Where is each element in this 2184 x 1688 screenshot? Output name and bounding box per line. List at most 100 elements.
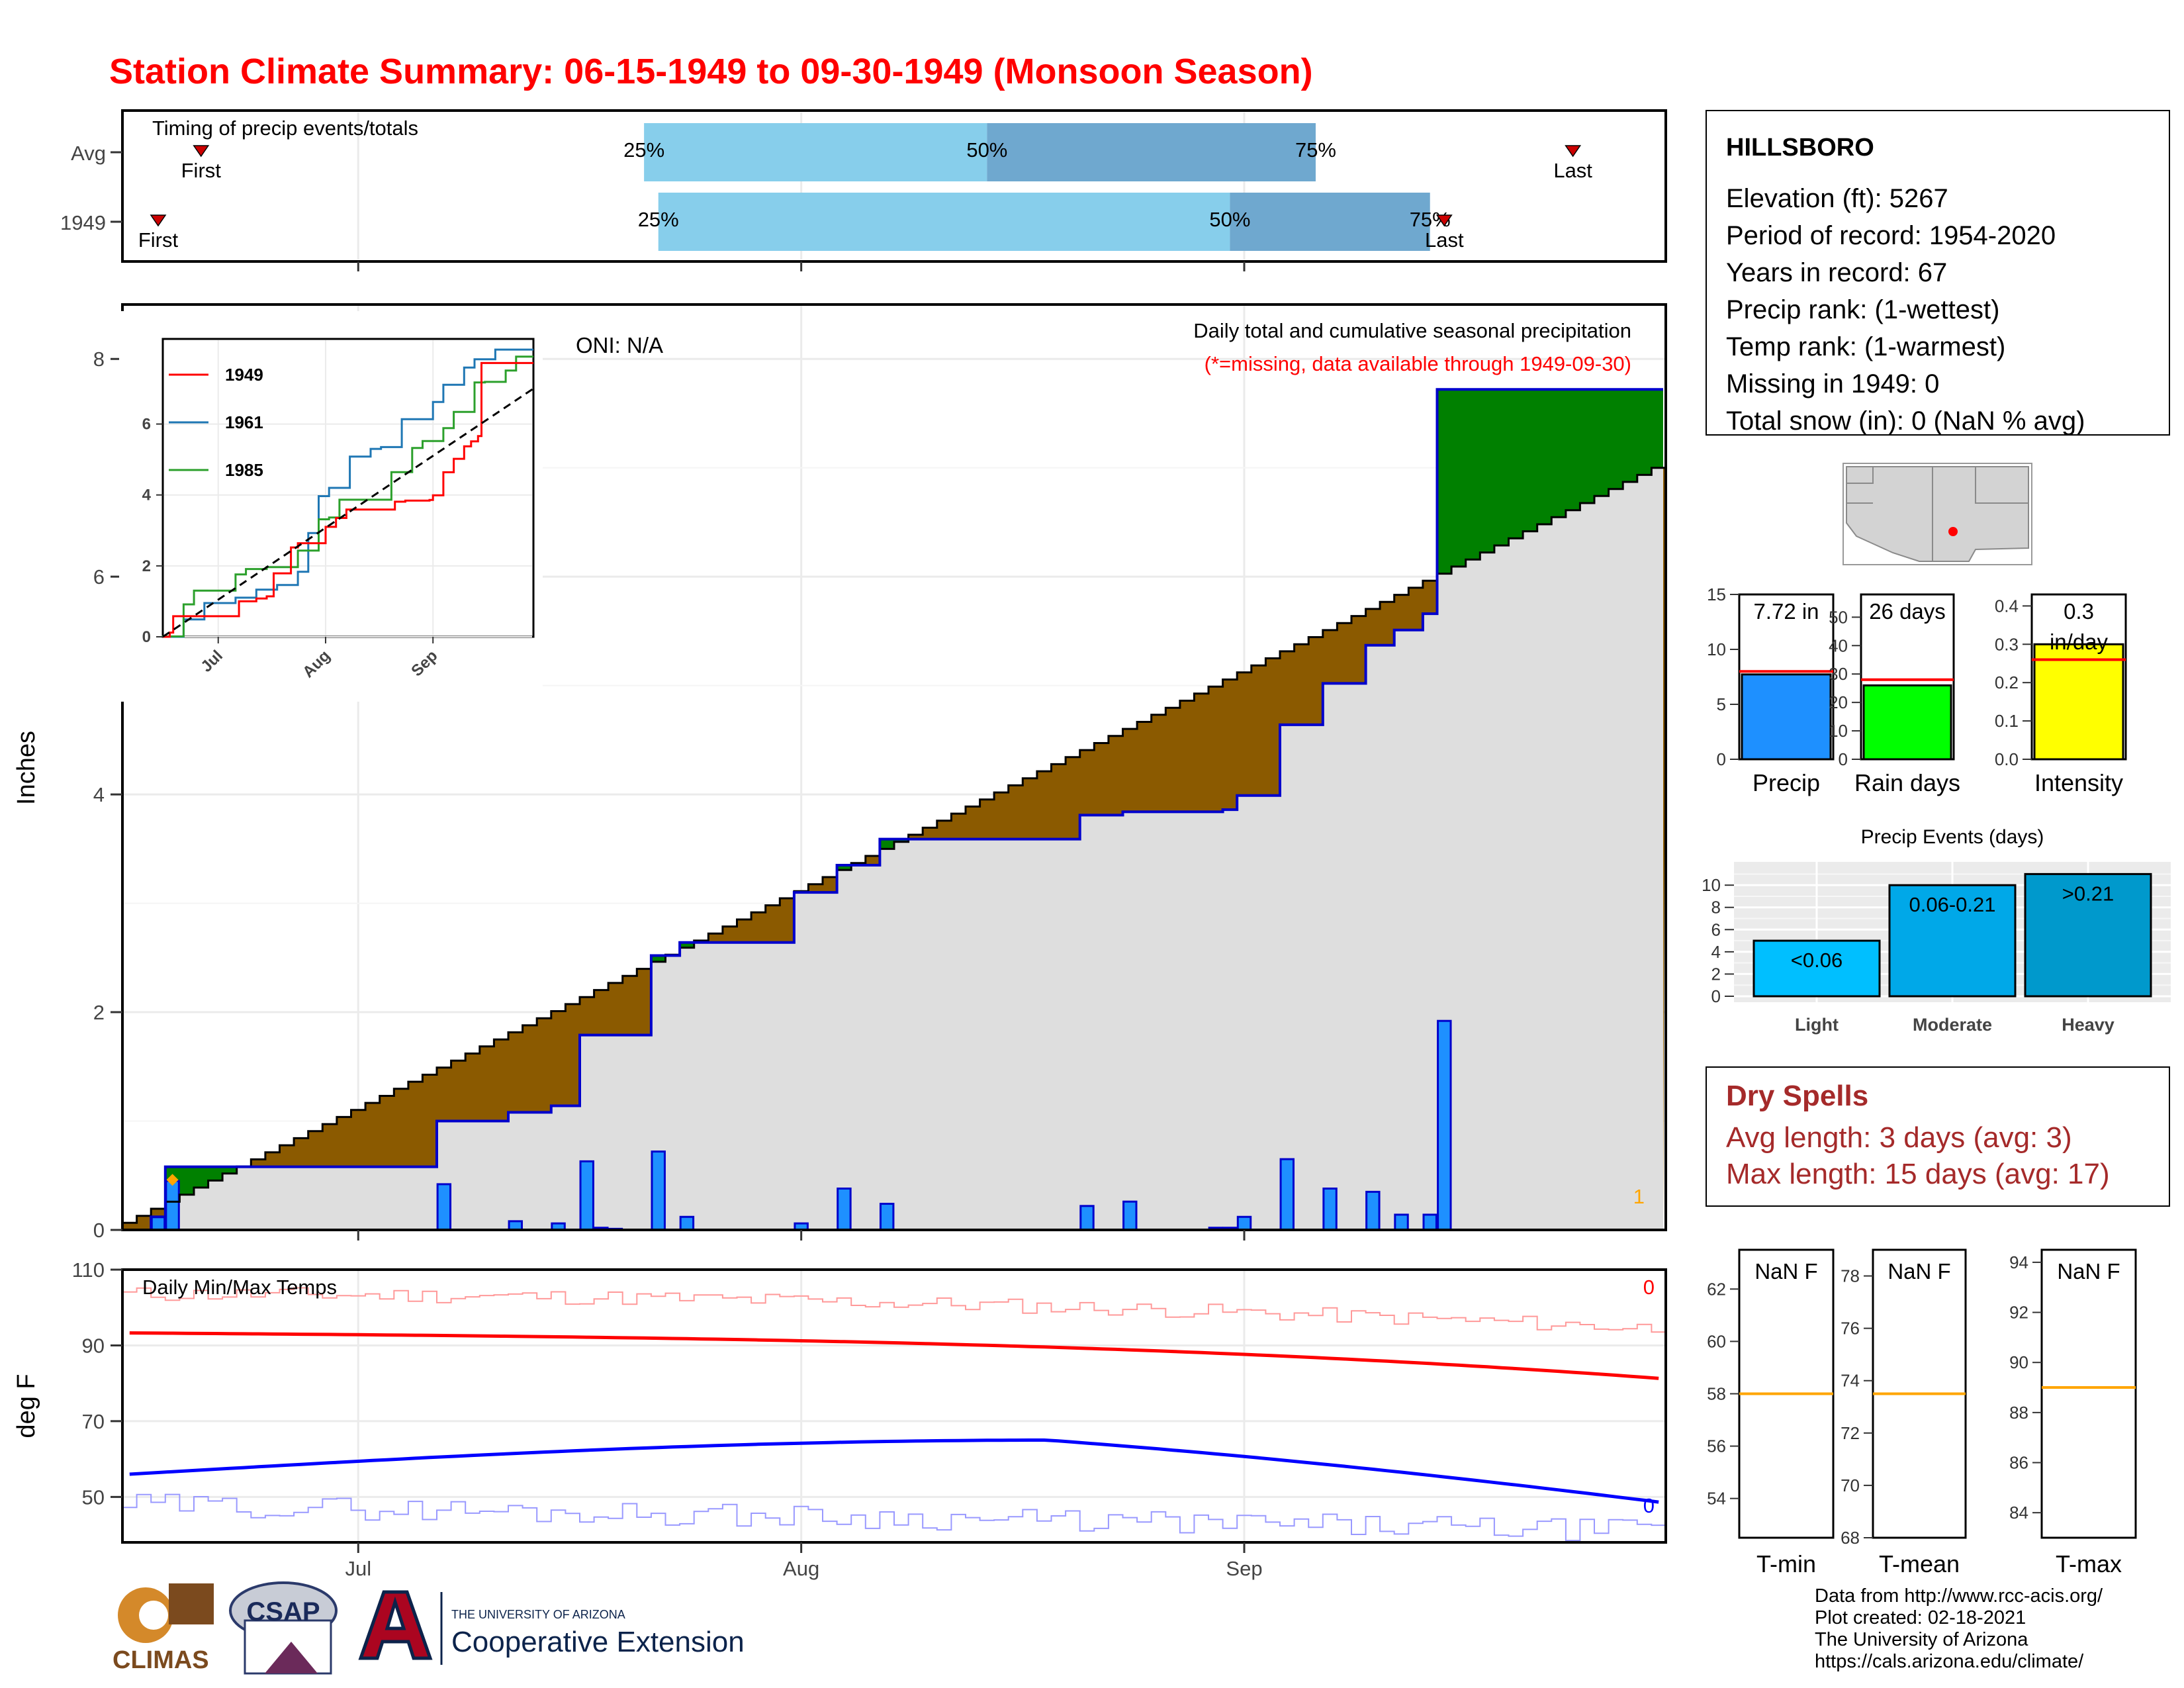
timing-p25-label: 25% xyxy=(638,208,679,231)
daily-precip-bar xyxy=(1437,1019,1452,1231)
precip-ytick-label: 4 xyxy=(93,783,105,806)
events-category-label: Moderate xyxy=(1913,1015,1992,1035)
precip-events-chart: Precip Events (days) <0.06 Light 0.06-0.21… xyxy=(1702,826,2171,1035)
last-event-label: Last xyxy=(1553,159,1592,182)
summary-bar-ytick-label: 0.3 xyxy=(1995,634,2019,654)
temperature-boxes: 54 56 58 60 62 NaN F T-min 68 70 72 74 76 78 NaN F T-m… xyxy=(1707,1248,2137,1577)
summary-bar xyxy=(2033,643,2124,761)
location-map xyxy=(1843,463,2032,565)
ua-logo-small-text: THE UNIVERSITY OF ARIZONA xyxy=(451,1608,625,1621)
inset-series-1949 xyxy=(163,361,533,638)
summary-bar-ytick-label: 0.2 xyxy=(1995,673,2019,692)
climas-logo-block xyxy=(169,1583,214,1624)
daily-precip-bar xyxy=(150,1215,166,1231)
summary-bar-ytick-label: 0 xyxy=(1717,749,1726,769)
events-bar-label: 0.06-0.21 xyxy=(1909,893,1996,916)
temp-box-ytick-label: 54 xyxy=(1707,1489,1726,1509)
credit-line-2: Plot created: 02-18-2021 xyxy=(1815,1607,2026,1628)
events-bar xyxy=(1752,939,1881,998)
summary-bar-ytick-label: 15 xyxy=(1707,585,1726,604)
station-elevation: Elevation (ft): 5267 xyxy=(1726,184,1948,213)
timing-row-label-avg: Avg xyxy=(71,142,106,165)
timing-p25-label: 25% xyxy=(623,138,664,162)
events-category-label: Heavy xyxy=(2062,1015,2115,1035)
first-event-label: First xyxy=(181,159,222,182)
summary-bar xyxy=(1862,684,1952,761)
events-ytick-label: 8 xyxy=(1711,898,1721,917)
temp-box-ytick-label: 60 xyxy=(1707,1331,1726,1351)
summary-bar-ytick-label: 30 xyxy=(1829,664,1848,684)
temp-box-ytick-label: 68 xyxy=(1841,1528,1860,1548)
summary-bar-ytick-label: 0.4 xyxy=(1995,596,2019,616)
summary-bar-ytick-label: 10 xyxy=(1829,721,1848,741)
temp-ytick-label: 90 xyxy=(82,1334,105,1357)
map-states xyxy=(1846,466,2029,562)
precip-ytick-label: 8 xyxy=(93,348,105,371)
climas-logo[interactable]: CLIMAS xyxy=(113,1583,214,1674)
average-cumulative-area xyxy=(122,467,1663,1231)
daily-precip-bar xyxy=(436,1183,452,1231)
inset-series-1961 xyxy=(163,348,533,638)
inset-legend-label: 1961 xyxy=(225,412,263,432)
timing-panel-label: Timing of precip events/totals xyxy=(152,117,418,140)
daily-precip-bar xyxy=(1122,1200,1138,1231)
summary-bars: 0 5 10 15 7.72 in Precip 0 10 20 30 40 50 26 days Rai… xyxy=(1707,585,2127,796)
credits: Data from http://www.rcc-acis.org/ Plot … xyxy=(1815,1585,2103,1672)
last-event-marker xyxy=(1565,145,1582,158)
inset-ytick-label: 2 xyxy=(142,557,151,575)
temp-box-ytick-label: 84 xyxy=(2009,1503,2028,1523)
dry-spells-frame xyxy=(1706,1066,2170,1207)
summary-bar-ytick-label: 5 xyxy=(1717,694,1726,714)
map-borders xyxy=(1846,467,2028,561)
temp-ylabel: deg F xyxy=(13,1374,40,1438)
station-name: HILLSBORO xyxy=(1726,134,1874,162)
events-ytick-label: 10 xyxy=(1702,875,1721,895)
station-years: Years in record: 67 xyxy=(1726,258,1947,287)
temp-box-ytick-label: 70 xyxy=(1841,1476,1860,1495)
dry-spells-box: Dry Spells Avg length: 3 days (avg: 3) M… xyxy=(1706,1066,2170,1207)
inset-legend-label: 1985 xyxy=(225,460,263,480)
credit-line-4: https://cals.arizona.edu/climate/ xyxy=(1815,1651,2084,1672)
summary-bar-value: 0.3 xyxy=(2064,599,2094,624)
inset-ytick-label: 4 xyxy=(142,487,152,504)
record-min-temp-line xyxy=(122,1493,1666,1542)
events-ytick-label: 2 xyxy=(1711,964,1721,984)
temp-box-ytick-label: 74 xyxy=(1841,1371,1860,1391)
station-snow: Total snow (in): 0 (NaN % avg) xyxy=(1726,406,2085,436)
summary-bar-ytick-label: 40 xyxy=(1829,635,1848,655)
x-axis-tick-label: Sep xyxy=(1226,1557,1262,1580)
temp-box-ytick-label: 76 xyxy=(1841,1319,1860,1338)
first-event-marker xyxy=(150,214,167,227)
events-ytick-label: 6 xyxy=(1711,919,1721,939)
precip-missing-note: (*=missing, data available through 1949-… xyxy=(1205,352,1631,375)
page-title: Station Climate Summary: 06-15-1949 to 0… xyxy=(109,52,1313,91)
summary-bar-label: Rain days xyxy=(1854,769,1960,796)
ua-logo[interactable]: THE UNIVERSITY OF ARIZONA Cooperative Ex… xyxy=(358,1590,745,1665)
events-bar-label: <0.06 xyxy=(1791,949,1843,972)
tmax-missing-count: 0 xyxy=(1643,1276,1655,1299)
daily-precip-bar xyxy=(1079,1205,1095,1231)
ua-logo-a xyxy=(358,1590,433,1660)
daily-precip-bar xyxy=(1422,1213,1437,1231)
summary-bar-value: 7.72 in xyxy=(1753,599,1819,624)
summary-bar-ytick-label: 0 xyxy=(1839,749,1848,769)
station-temp-rank: Temp rank: (1-warmest) xyxy=(1726,332,2005,361)
last-event-marker xyxy=(1435,214,1453,227)
temp-box-label: T-mean xyxy=(1879,1550,1960,1577)
climas-logo-text: CLIMAS xyxy=(113,1646,209,1674)
record-max-temp-line xyxy=(122,1287,1666,1333)
timing-p75-label: 75% xyxy=(1295,138,1336,162)
csap-logo[interactable]: CSAP xyxy=(229,1581,338,1675)
daily-precip-bar xyxy=(837,1188,852,1231)
events-ytick-label: 0 xyxy=(1711,986,1721,1006)
inset-ytick-label: 0 xyxy=(142,628,151,646)
timing-bar-lower xyxy=(644,123,987,181)
daily-precip-bar xyxy=(1365,1190,1381,1231)
summary-bar-ytick-label: 0.0 xyxy=(1995,749,2019,769)
events-category-label: Light xyxy=(1795,1015,1839,1035)
missing-data-marker xyxy=(166,1174,179,1186)
summary-bar-value-unit: in/day xyxy=(2050,630,2109,654)
temp-ytick-label: 110 xyxy=(72,1258,105,1282)
temp-ytick-label: 70 xyxy=(82,1410,105,1433)
events-bar xyxy=(2024,872,2152,998)
